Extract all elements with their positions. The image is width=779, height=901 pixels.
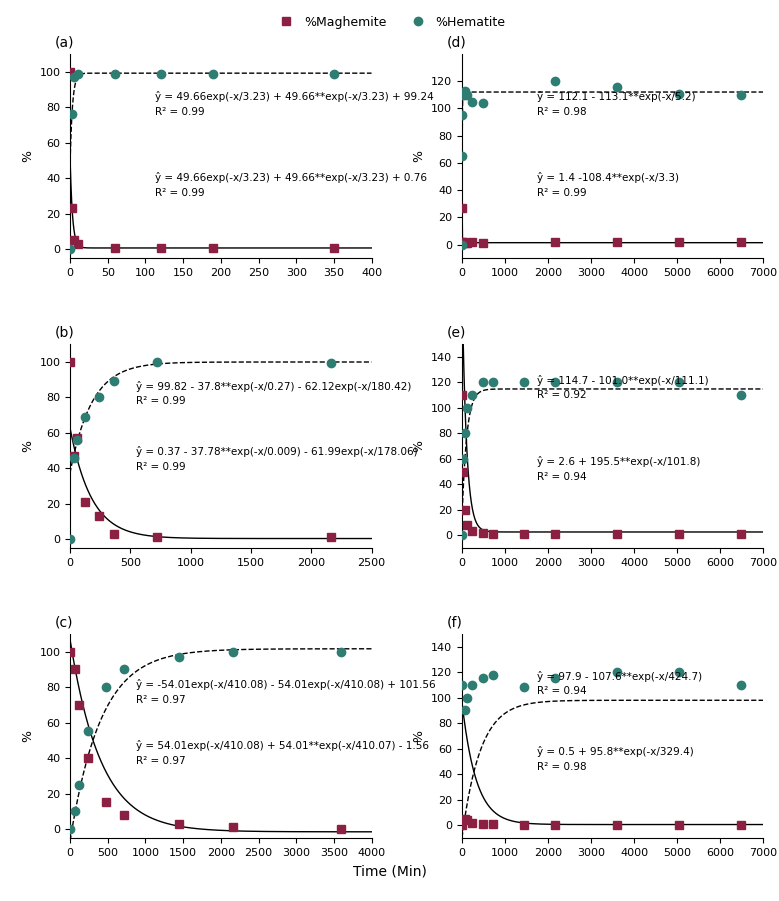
Text: ŷ = -54.01exp(-x/410.08) - 54.01exp(-x/410.08) + 101.56
R² = 0.97: ŷ = -54.01exp(-x/410.08) - 54.01exp(-x/4… (136, 678, 436, 705)
Text: ŷ = 97.9 - 107.6**exp(-x/424.7)
R² = 0.94: ŷ = 97.9 - 107.6**exp(-x/424.7) R² = 0.9… (538, 670, 703, 696)
Text: (b): (b) (55, 326, 75, 340)
Text: (c): (c) (55, 615, 73, 630)
Text: ŷ = 49.66exp(-x/3.23) + 49.66**exp(-x/3.23) + 0.76
R² = 0.99: ŷ = 49.66exp(-x/3.23) + 49.66**exp(-x/3.… (154, 172, 427, 198)
Text: (f): (f) (447, 615, 463, 630)
Text: ŷ = 99.82 - 37.8**exp(-x/0.27) - 62.12exp(-x/180.42)
R² = 0.99: ŷ = 99.82 - 37.8**exp(-x/0.27) - 62.12ex… (136, 380, 412, 406)
Text: ŷ = 1.4 -108.4**exp(-x/3.3)
R² = 0.99: ŷ = 1.4 -108.4**exp(-x/3.3) R² = 0.99 (538, 172, 679, 198)
Text: (e): (e) (447, 326, 467, 340)
Legend: %Maghemite, %Hematite: %Maghemite, %Hematite (269, 11, 510, 33)
Text: ŷ = 0.37 - 37.78**exp(-x/0.009) - 61.99exp(-x/178.06)
R² = 0.99: ŷ = 0.37 - 37.78**exp(-x/0.009) - 61.99e… (136, 446, 418, 472)
Text: Time (Min): Time (Min) (353, 864, 426, 878)
Text: ŷ = 2.6 + 195.5**exp(-x/101.8)
R² = 0.94: ŷ = 2.6 + 195.5**exp(-x/101.8) R² = 0.94 (538, 456, 701, 482)
Y-axis label: %: % (21, 440, 33, 452)
Text: (d): (d) (447, 36, 467, 50)
Text: ŷ = 49.66exp(-x/3.23) + 49.66**exp(-x/3.23) + 99.24
R² = 0.99: ŷ = 49.66exp(-x/3.23) + 49.66**exp(-x/3.… (154, 91, 433, 116)
Text: ŷ = 112.1 - 113.1**exp(-x/5.2)
R² = 0.98: ŷ = 112.1 - 113.1**exp(-x/5.2) R² = 0.98 (538, 91, 696, 116)
Y-axis label: %: % (413, 150, 425, 162)
Text: ŷ = 0.5 + 95.8**exp(-x/329.4)
R² = 0.98: ŷ = 0.5 + 95.8**exp(-x/329.4) R² = 0.98 (538, 746, 694, 772)
Y-axis label: %: % (21, 150, 33, 162)
Text: ŷ = 54.01exp(-x/410.08) + 54.01**exp(-x/410.07) - 1.56
R² = 0.97: ŷ = 54.01exp(-x/410.08) + 54.01**exp(-x/… (136, 740, 429, 766)
Y-axis label: %: % (21, 730, 33, 742)
Y-axis label: %: % (413, 730, 425, 742)
Text: (a): (a) (55, 36, 75, 50)
Y-axis label: %: % (413, 440, 425, 452)
Text: ŷ = 114.7 - 101.0**exp(-x/111.1)
R² = 0.92: ŷ = 114.7 - 101.0**exp(-x/111.1) R² = 0.… (538, 375, 709, 400)
